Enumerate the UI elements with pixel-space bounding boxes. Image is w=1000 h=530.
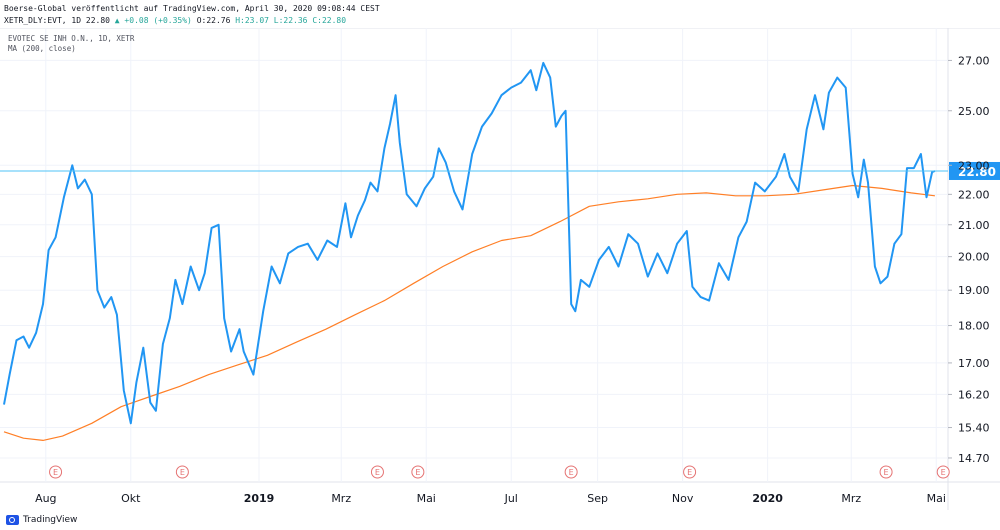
ma-line [3, 184, 935, 441]
earnings-circle-icon [936, 465, 950, 479]
earnings-marker[interactable]: E [175, 465, 189, 479]
earnings-label: E [884, 468, 889, 477]
x-tick-label: 2020 [752, 492, 783, 505]
earnings-marker[interactable]: E [936, 465, 950, 479]
indicator-legend: MA (200, close) [8, 44, 76, 53]
y-axis: 27.00 25.00 23.00 22.00 21.00 20.00 19.00 18.00… [948, 54, 990, 465]
last-price-label: 22.80 [958, 165, 996, 179]
earnings-marker[interactable]: E [683, 465, 697, 479]
last-price-line: 22.80 [0, 161, 1000, 180]
earnings-label: E [569, 468, 574, 477]
grid-lines [0, 28, 1000, 510]
open-value: O:22.76 [196, 16, 231, 25]
x-tick-label: Nov [672, 492, 694, 505]
x-tick-label: Okt [121, 492, 141, 505]
y-tick-label: 21.00 [958, 219, 990, 232]
price-chart[interactable]: 22.80 27.00 25.00 23.00 22.00 21.00 20.00 19.0… [0, 28, 1000, 510]
earnings-label: E [180, 468, 185, 477]
price-line [3, 61, 936, 425]
symbol-label: XETR_DLY:EVT, 1D 22.80 [4, 16, 110, 25]
x-tick-label: Mai [927, 492, 946, 505]
x-tick-label: Mrz [331, 492, 351, 505]
x-axis: Aug Okt 2019 Mrz Mai Jul Sep Nov 2020 Mrz Mai [35, 492, 946, 505]
y-tick-label: 14.70 [958, 452, 990, 465]
earnings-circle-icon [411, 465, 425, 479]
y-tick-label: 19.00 [958, 284, 990, 297]
earnings-marker[interactable]: E [564, 465, 578, 479]
earnings-label: E [941, 468, 946, 477]
price-series [3, 61, 936, 425]
low-value: L:22.36 [273, 16, 308, 25]
earnings-label: E [375, 468, 380, 477]
earnings-marker[interactable]: E [49, 465, 63, 479]
last-price-badge [949, 161, 1000, 180]
earnings-marker[interactable]: E [879, 465, 893, 479]
earnings-circle-icon [175, 465, 189, 479]
ma-series [3, 184, 935, 441]
earnings-circle-icon [879, 465, 893, 479]
y-tick-label: 22.00 [958, 188, 990, 201]
earnings-marker[interactable]: E [370, 465, 384, 479]
y-tick-label: 18.00 [958, 320, 990, 333]
change-value: ▲ +0.08 (+0.35%) [114, 16, 192, 25]
y-tick-label: 16.20 [958, 388, 990, 401]
x-tick-label: Mrz [841, 492, 861, 505]
x-tick-label: Aug [35, 492, 56, 505]
y-tick-label: 23.00 [958, 159, 990, 172]
x-tick-label: Sep [587, 492, 608, 505]
brand-label: TradingView [23, 515, 78, 525]
earnings-label: E [687, 468, 692, 477]
tradingview-logo-icon [6, 515, 19, 525]
x-tick-label: Jul [504, 492, 518, 505]
earnings-label: E [415, 468, 420, 477]
y-tick-label: 20.00 [958, 251, 990, 264]
earnings-marker[interactable]: E [411, 465, 425, 479]
earnings-label: E [53, 468, 58, 477]
symbol-quote-line: XETR_DLY:EVT, 1D 22.80 ▲ +0.08 (+0.35%) … [4, 16, 346, 25]
y-tick-label: 15.40 [958, 422, 990, 435]
footer-brand[interactable]: TradingView [6, 513, 77, 527]
earnings-circle-icon [49, 465, 63, 479]
earnings-circle-icon [564, 465, 578, 479]
x-tick-label: 2019 [244, 492, 275, 505]
high-value: H:23.07 [235, 16, 269, 25]
instrument-legend: EVOTEC SE INH O.N., 1D, XETR [8, 34, 135, 43]
earnings-circle-icon [370, 465, 384, 479]
x-tick-label: Mai [417, 492, 436, 505]
earnings-circle-icon [683, 465, 697, 479]
publish-info: Boerse-Global veröffentlicht auf Trading… [4, 4, 380, 13]
y-tick-label: 27.00 [958, 54, 990, 67]
y-tick-label: 17.00 [958, 357, 990, 370]
close-value: C:22.80 [312, 16, 347, 25]
y-tick-label: 25.00 [958, 105, 990, 118]
